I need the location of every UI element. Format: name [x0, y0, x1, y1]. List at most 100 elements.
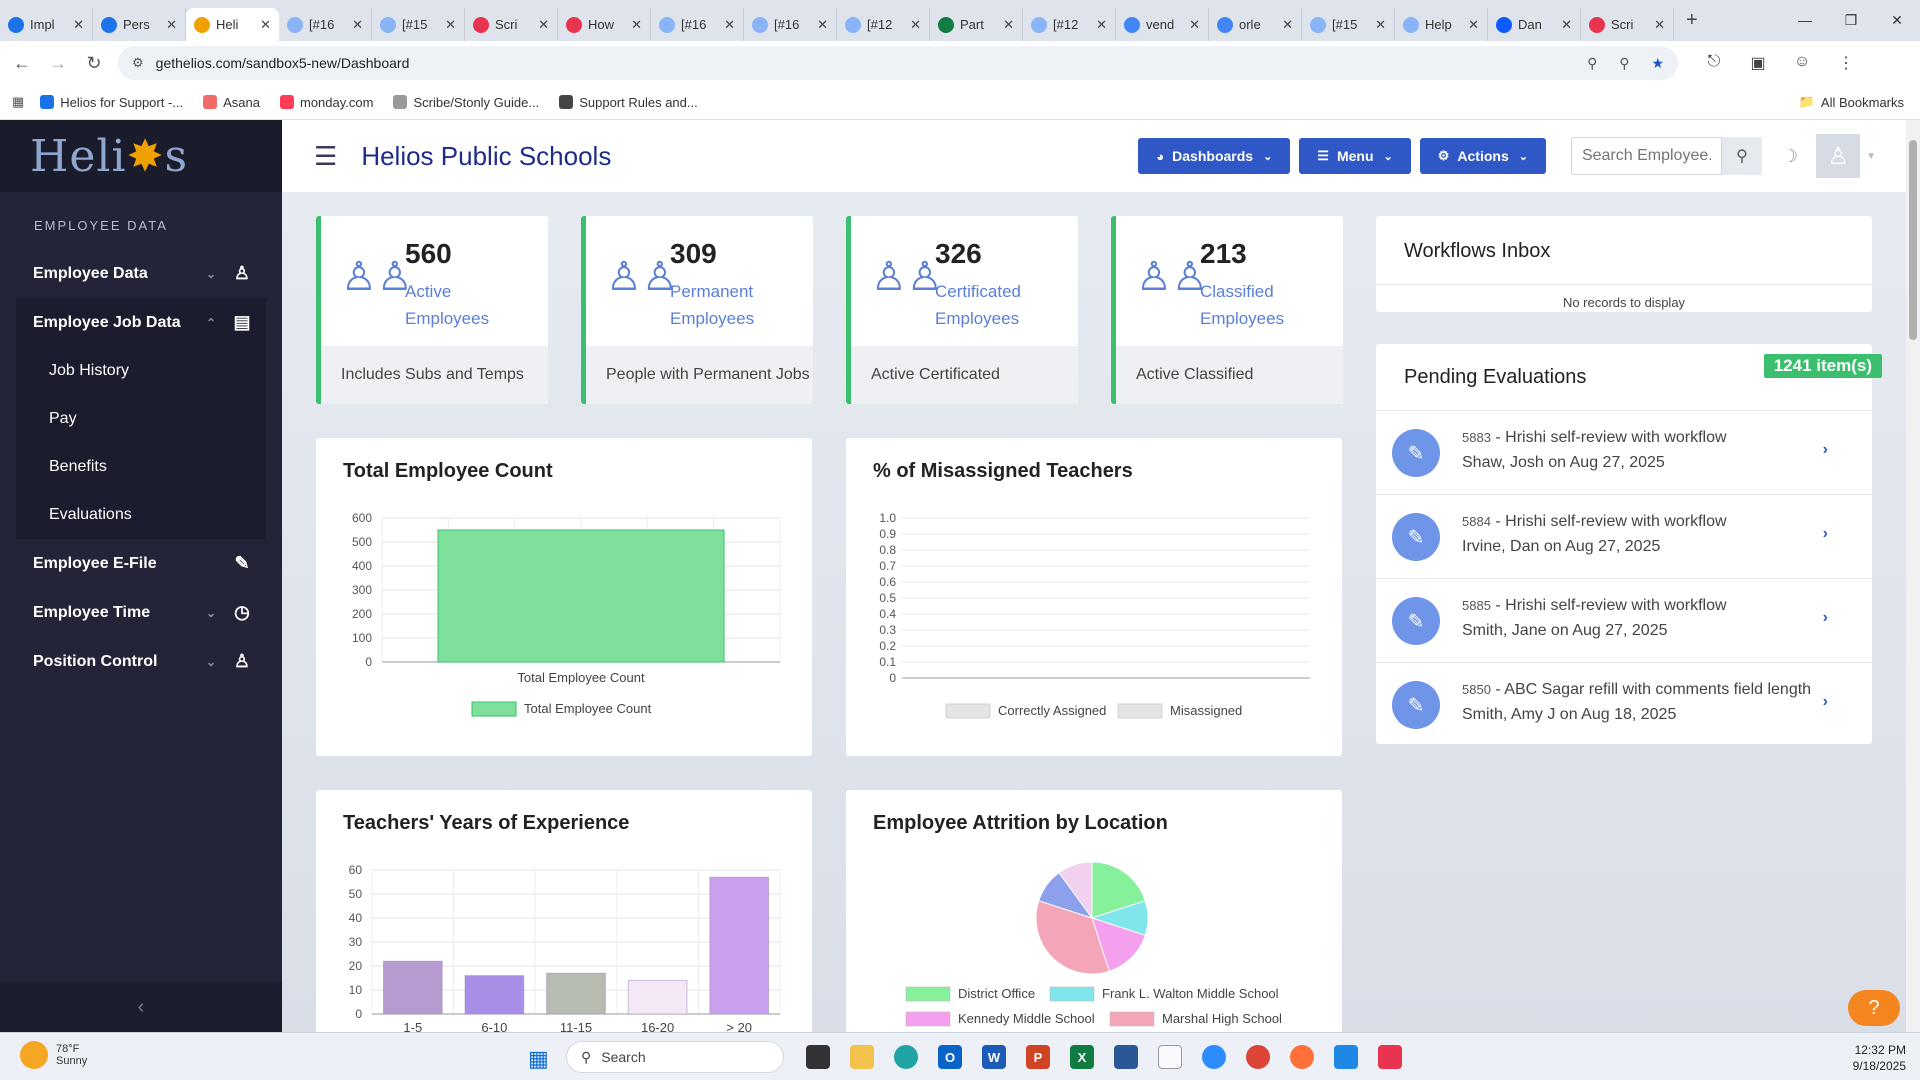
bookmark-item[interactable]: Asana: [203, 95, 260, 110]
apps-grid-icon[interactable]: ▦: [12, 94, 25, 109]
browser-tab[interactable]: vend ✕: [1116, 8, 1209, 41]
pending-evaluation-row[interactable]: ✎ 5885 - Hrishi self-review with workflow…: [1376, 578, 1872, 662]
sidebar-item-employee-efile[interactable]: Employee E-File ✎: [0, 539, 282, 588]
browser-tab[interactable]: Impl ✕: [0, 8, 93, 41]
sidebar-item-benefits[interactable]: Benefits: [49, 458, 107, 475]
sidebar-item-employee-job-data[interactable]: Employee Job Data ⌃ ▤: [16, 298, 266, 347]
tab-close-icon[interactable]: ✕: [445, 16, 456, 32]
legend-swatch[interactable]: [945, 703, 991, 719]
legend-label[interactable]: Correctly Assigned: [998, 703, 1106, 718]
browser-tab[interactable]: [#16 ✕: [651, 8, 744, 41]
tab-close-icon[interactable]: ✕: [1375, 16, 1386, 32]
legend-swatch[interactable]: [1049, 986, 1095, 1002]
pending-evaluation-row[interactable]: ✎ 5884 - Hrishi self-review with workflow…: [1376, 494, 1872, 578]
tab-close-icon[interactable]: ✕: [352, 16, 363, 32]
sidebar-item-pay[interactable]: Pay: [49, 410, 77, 427]
bookmark-item[interactable]: monday.com: [280, 95, 373, 110]
pending-evaluation-row[interactable]: ✎ 5850 - ABC Sagar refill with comments f…: [1376, 662, 1872, 746]
menu-button[interactable]: ☰ Menu ⌄: [1299, 138, 1411, 174]
dashboards-button[interactable]: ◕ Dashboards ⌄: [1138, 138, 1291, 174]
legend-swatch[interactable]: [905, 1011, 951, 1027]
legend-label[interactable]: Total Employee Count: [524, 701, 652, 716]
tab-close-icon[interactable]: ✕: [910, 16, 921, 32]
employee-search-input[interactable]: [1570, 137, 1722, 175]
url-field[interactable]: ⚙ gethelios.com/sandbox5-new/Dashboard ⚲…: [118, 46, 1678, 80]
browser-tab[interactable]: Scri ✕: [1581, 8, 1674, 41]
edge-icon[interactable]: [884, 1043, 928, 1071]
tab-close-icon[interactable]: ✕: [724, 16, 735, 32]
all-bookmarks[interactable]: 📁 All Bookmarks: [1799, 94, 1904, 110]
browser-tab[interactable]: [#12 ✕: [837, 8, 930, 41]
zoom-app-icon[interactable]: [1192, 1043, 1236, 1071]
legend-label[interactable]: Marshal High School: [1162, 1011, 1282, 1026]
system-clock[interactable]: 12:32 PM 9/18/2025: [1853, 1042, 1906, 1074]
helios-logo[interactable]: Heli ✸ s: [0, 120, 282, 192]
collapse-sidebar-icon[interactable]: ‹: [0, 982, 282, 1032]
avatar[interactable]: ♙: [1816, 134, 1861, 178]
browser-tab[interactable]: [#12 ✕: [1023, 8, 1116, 41]
tab-close-icon[interactable]: ✕: [1282, 16, 1293, 32]
legend-swatch[interactable]: [905, 986, 951, 1002]
sidebar-item-employee-time[interactable]: Employee Time ⌄ ◷: [0, 588, 282, 637]
tab-close-icon[interactable]: ✕: [1096, 16, 1107, 32]
weather-widget[interactable]: 78°F Sunny: [20, 1041, 87, 1069]
windows-start-icon[interactable]: ▦: [528, 1046, 549, 1071]
browser-tab[interactable]: [#16 ✕: [744, 8, 837, 41]
tab-close-icon[interactable]: ✕: [1003, 16, 1014, 32]
tab-close-icon[interactable]: ✕: [260, 16, 271, 32]
forward-icon[interactable]: →: [49, 52, 67, 73]
calculator-icon[interactable]: [1104, 1043, 1148, 1071]
sidepanel-icon[interactable]: ▣: [1750, 55, 1766, 72]
legend-swatch[interactable]: [471, 701, 517, 717]
sidebar-item-evaluations[interactable]: Evaluations: [49, 506, 132, 523]
new-tab-icon[interactable]: +: [1686, 9, 1698, 31]
notepad-icon[interactable]: [1148, 1043, 1192, 1071]
tab-close-icon[interactable]: ✕: [1561, 16, 1572, 32]
pending-evaluation-row[interactable]: ✎ 5883 - Hrishi self-review with workflow…: [1376, 410, 1872, 494]
outlook-icon[interactable]: O: [928, 1043, 972, 1071]
tab-close-icon[interactable]: ✕: [73, 16, 84, 32]
stat-card-classified[interactable]: ♙♙ 213 Classified Employees Active Class…: [1111, 216, 1343, 404]
browser-tab[interactable]: [#16 ✕: [279, 8, 372, 41]
excel-icon[interactable]: X: [1060, 1043, 1104, 1071]
legend-swatch[interactable]: [1117, 703, 1163, 719]
browser-tab[interactable]: [#15 ✕: [372, 8, 465, 41]
stat-card-permanent[interactable]: ♙♙ 309 Permanent Employees People with P…: [581, 216, 813, 404]
close-window-icon[interactable]: ✕: [1891, 11, 1903, 28]
browser-tab[interactable]: Pers ✕: [93, 8, 186, 41]
tab-close-icon[interactable]: ✕: [1468, 16, 1479, 32]
browser-tab[interactable]: Dan ✕: [1488, 8, 1581, 41]
more-icon[interactable]: ⋮: [1838, 55, 1854, 72]
stat-card-certificated[interactable]: ♙♙ 326 Certificated Employees Active Cer…: [846, 216, 1078, 404]
legend-label[interactable]: Kennedy Middle School: [958, 1011, 1095, 1026]
scrollbar-thumb[interactable]: [1909, 140, 1917, 340]
scribe-app-icon[interactable]: [1368, 1043, 1412, 1071]
browser-tab[interactable]: How ✕: [558, 8, 651, 41]
taskbar-search[interactable]: ⚲ Search: [566, 1041, 784, 1073]
legend-label[interactable]: Frank L. Walton Middle School: [1102, 986, 1279, 1001]
browser-tab[interactable]: Heli ✕: [186, 8, 279, 41]
reload-icon[interactable]: ↻: [86, 52, 102, 73]
notes-icon[interactable]: [1324, 1043, 1368, 1071]
sidebar-item-position-control[interactable]: Position Control ⌄ ♙: [0, 637, 282, 686]
bookmark-item[interactable]: Support Rules and...: [559, 95, 698, 110]
browser-tab[interactable]: Scri ✕: [465, 8, 558, 41]
browser-tab[interactable]: Help ✕: [1395, 8, 1488, 41]
tab-close-icon[interactable]: ✕: [1189, 16, 1200, 32]
tab-close-icon[interactable]: ✕: [538, 16, 549, 32]
dark-mode-icon[interactable]: ☽: [1781, 145, 1799, 166]
actions-button[interactable]: ⚙ Actions ⌄: [1419, 138, 1546, 174]
chevron-right-icon[interactable]: ›: [1822, 525, 1828, 542]
chevron-right-icon[interactable]: ›: [1822, 693, 1828, 710]
zoom-icon[interactable]: ⚲: [1619, 54, 1630, 71]
chevron-down-icon[interactable]: ▼: [1866, 150, 1876, 162]
browser-tab[interactable]: [#15 ✕: [1302, 8, 1395, 41]
key-icon[interactable]: ⚲: [1587, 54, 1598, 71]
back-icon[interactable]: ←: [13, 52, 31, 73]
page-scrollbar[interactable]: [1906, 120, 1920, 1032]
sidebar-item-job-history[interactable]: Job History: [49, 362, 130, 379]
stat-card-active[interactable]: ♙♙ 560 Active Employees Includes Subs an…: [316, 216, 548, 404]
legend-swatch[interactable]: [1109, 1011, 1155, 1027]
taskview-icon[interactable]: [796, 1043, 840, 1071]
profile-icon[interactable]: ☺: [1793, 53, 1811, 70]
